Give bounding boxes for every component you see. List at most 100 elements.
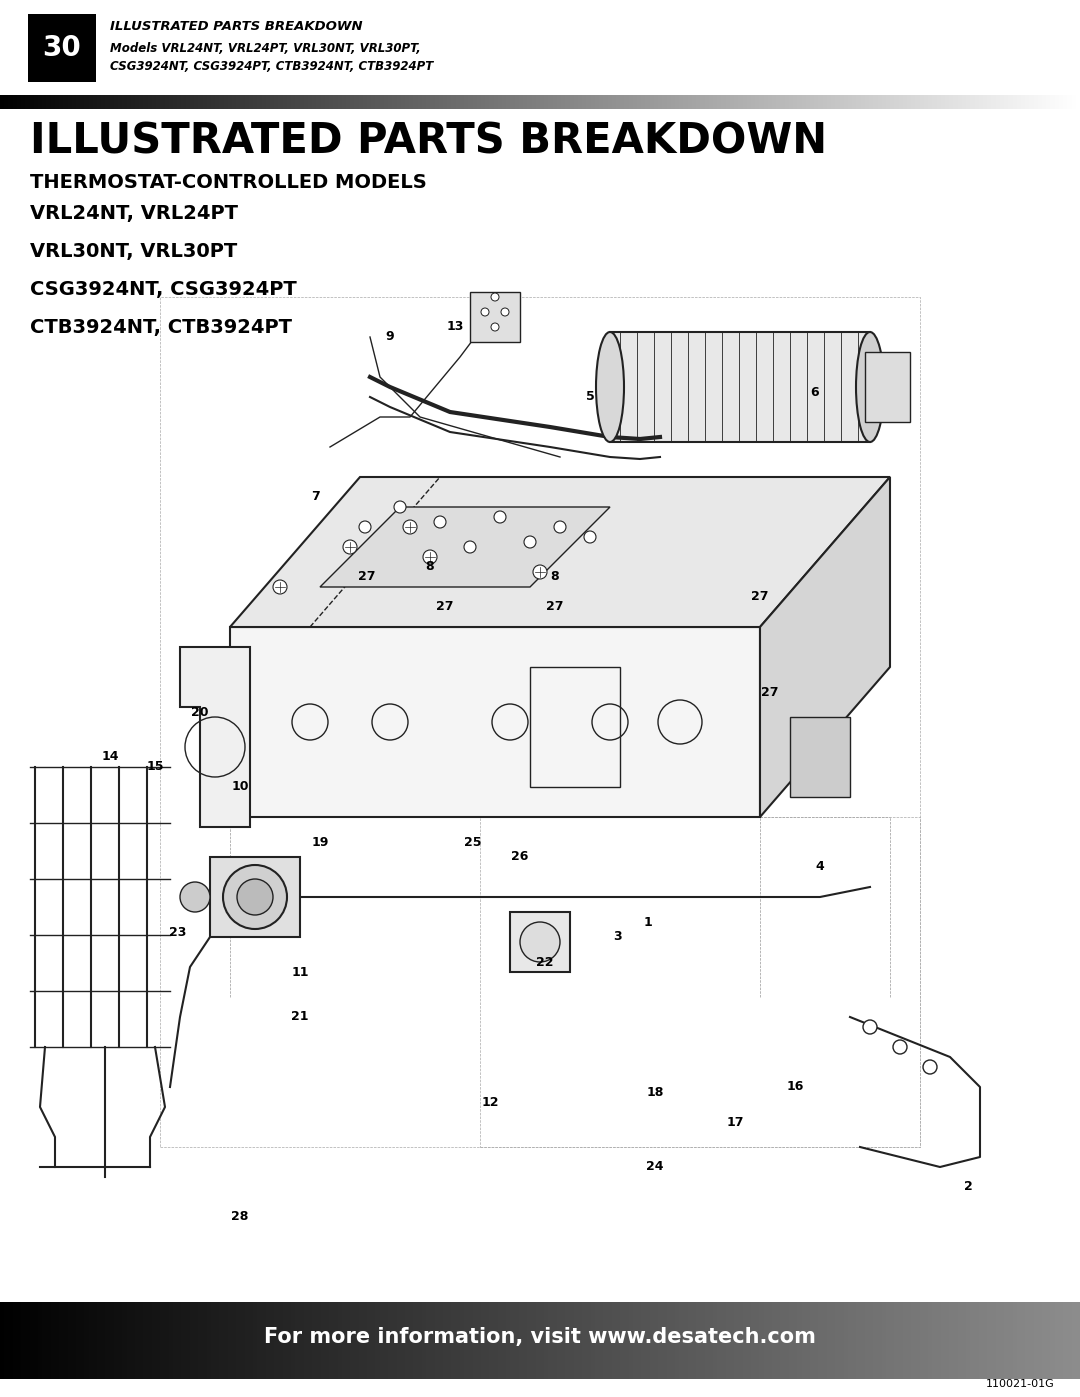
Bar	[299, 95, 305, 109]
Bar	[206, 1302, 212, 1379]
Bar	[974, 95, 980, 109]
Bar	[451, 95, 457, 109]
Bar	[473, 95, 477, 109]
Bar	[157, 1302, 161, 1379]
Bar	[292, 1302, 296, 1379]
Bar	[308, 1302, 313, 1379]
Bar	[544, 95, 550, 109]
Bar	[113, 95, 119, 109]
Bar	[983, 95, 988, 109]
Text: 3: 3	[613, 930, 622, 943]
Bar	[642, 1302, 647, 1379]
Bar	[704, 95, 710, 109]
Bar	[523, 1302, 528, 1379]
Bar	[210, 856, 300, 937]
Bar	[228, 1302, 233, 1379]
Bar	[261, 95, 267, 109]
Text: 27: 27	[359, 570, 376, 584]
Circle shape	[273, 580, 287, 594]
Bar	[270, 1302, 275, 1379]
Bar	[684, 1302, 689, 1379]
Bar	[489, 1302, 495, 1379]
Bar	[708, 1302, 714, 1379]
Bar	[102, 95, 107, 109]
Bar	[751, 95, 756, 109]
Circle shape	[403, 520, 417, 534]
Bar	[383, 95, 389, 109]
Bar	[932, 95, 937, 109]
Bar	[1042, 1302, 1048, 1379]
Bar	[211, 1302, 216, 1379]
Bar	[33, 95, 39, 109]
Bar	[515, 1302, 519, 1379]
Text: 27: 27	[546, 601, 564, 613]
Bar	[321, 1302, 326, 1379]
Text: 25: 25	[464, 835, 482, 848]
Bar	[113, 1302, 119, 1379]
Bar	[557, 95, 562, 109]
Bar	[620, 95, 625, 109]
Bar	[772, 1302, 778, 1379]
Bar	[768, 95, 773, 109]
Bar	[494, 1302, 499, 1379]
Bar	[1000, 1302, 1005, 1379]
Text: 14: 14	[102, 750, 119, 764]
Bar	[316, 1302, 322, 1379]
Text: 7: 7	[311, 490, 320, 503]
Bar	[173, 95, 178, 109]
Bar	[93, 1302, 98, 1379]
Bar	[181, 1302, 187, 1379]
Bar	[1004, 95, 1010, 109]
Bar	[523, 95, 528, 109]
Circle shape	[534, 564, 546, 578]
Bar	[359, 95, 364, 109]
Bar	[232, 1302, 238, 1379]
Bar	[788, 1302, 794, 1379]
Bar	[173, 1302, 178, 1379]
Bar	[697, 95, 701, 109]
Bar	[629, 1302, 634, 1379]
Bar	[447, 95, 453, 109]
Bar	[704, 1302, 710, 1379]
Bar	[430, 1302, 435, 1379]
Text: 12: 12	[482, 1095, 499, 1108]
Bar	[148, 1302, 153, 1379]
Bar	[936, 95, 942, 109]
Bar	[67, 95, 72, 109]
Bar	[1034, 95, 1039, 109]
Bar	[473, 1302, 477, 1379]
Bar	[372, 95, 377, 109]
Bar	[743, 95, 747, 109]
Bar	[814, 95, 820, 109]
Bar	[928, 1302, 933, 1379]
Bar	[354, 1302, 360, 1379]
Text: 23: 23	[170, 925, 187, 939]
Bar	[734, 95, 740, 109]
Bar	[793, 1302, 798, 1379]
Bar	[274, 95, 280, 109]
Bar	[978, 95, 984, 109]
Bar	[427, 1302, 431, 1379]
Bar	[498, 95, 503, 109]
Bar	[717, 1302, 723, 1379]
Bar	[894, 95, 900, 109]
Bar	[160, 95, 165, 109]
Circle shape	[501, 307, 509, 316]
Bar	[64, 95, 68, 109]
Bar	[334, 1302, 338, 1379]
Bar	[38, 1302, 43, 1379]
Bar	[71, 1302, 77, 1379]
Bar	[806, 95, 811, 109]
Bar	[531, 1302, 537, 1379]
Bar	[434, 1302, 440, 1379]
Text: 28: 28	[231, 1210, 248, 1224]
Bar	[544, 1302, 550, 1379]
Bar	[569, 95, 575, 109]
Bar	[430, 95, 435, 109]
Text: 4: 4	[815, 861, 824, 873]
Bar	[970, 1302, 975, 1379]
Bar	[292, 95, 296, 109]
Bar	[848, 95, 853, 109]
Bar	[405, 1302, 410, 1379]
Bar	[890, 95, 895, 109]
